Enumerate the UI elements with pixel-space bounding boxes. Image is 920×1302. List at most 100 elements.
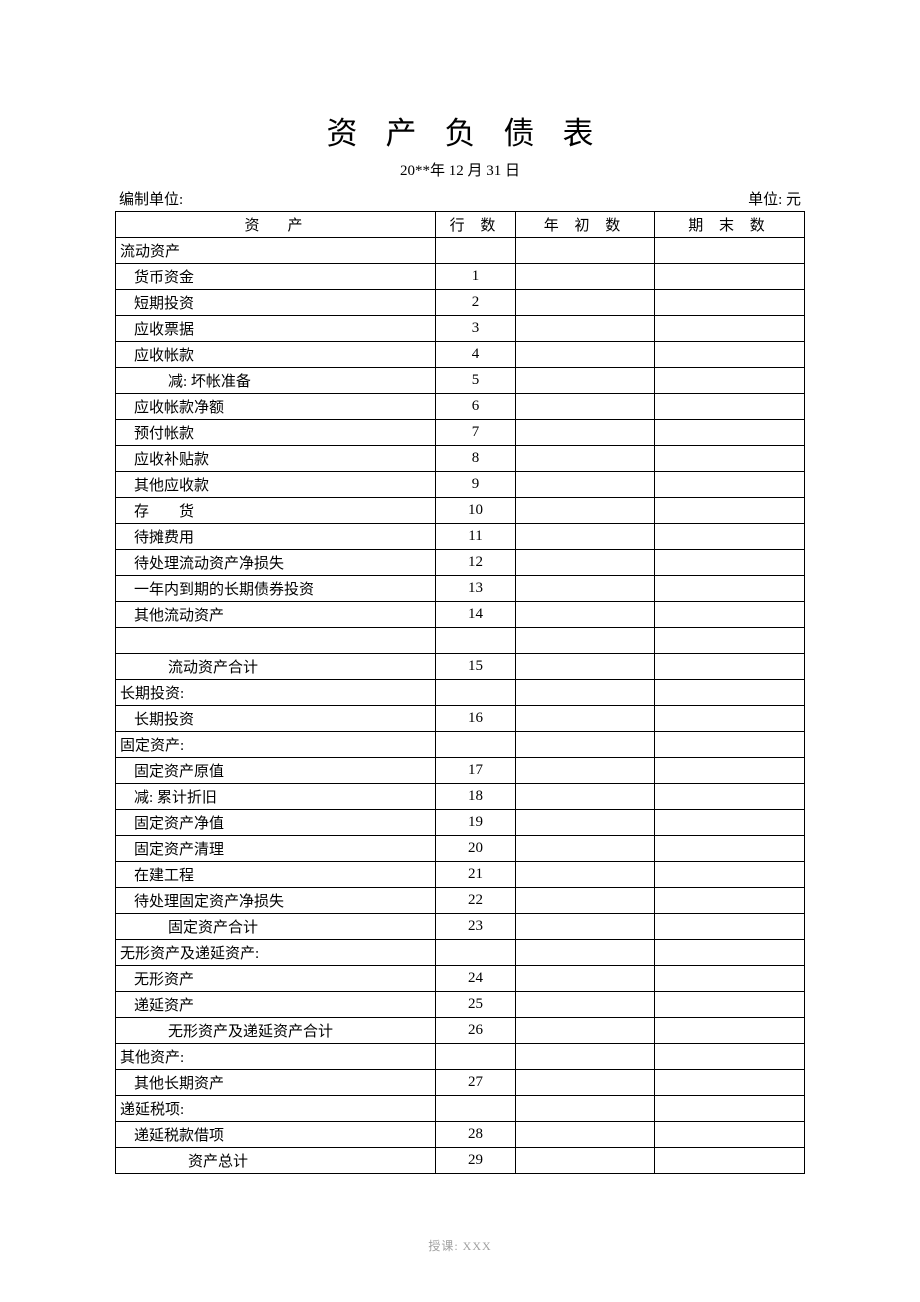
cell-period-end bbox=[655, 342, 805, 368]
cell-asset-label: 固定资产原值 bbox=[116, 758, 436, 784]
cell-period-end bbox=[655, 524, 805, 550]
cell-line-number bbox=[436, 940, 516, 966]
cell-asset-label: 减: 坏帐准备 bbox=[116, 368, 436, 394]
table-row: 固定资产: bbox=[116, 732, 805, 758]
cell-period-end bbox=[655, 706, 805, 732]
col-header-year-begin: 年 初 数 bbox=[516, 212, 655, 238]
cell-period-end bbox=[655, 810, 805, 836]
cell-line-number: 22 bbox=[436, 888, 516, 914]
table-row: 在建工程21 bbox=[116, 862, 805, 888]
cell-year-begin bbox=[516, 1096, 655, 1122]
cell-year-begin bbox=[516, 420, 655, 446]
cell-year-begin bbox=[516, 758, 655, 784]
cell-asset-label: 长期投资 bbox=[116, 706, 436, 732]
cell-asset-label: 短期投资 bbox=[116, 290, 436, 316]
table-row: 递延税款借项28 bbox=[116, 1122, 805, 1148]
cell-period-end bbox=[655, 1122, 805, 1148]
cell-asset-label: 无形资产及递延资产: bbox=[116, 940, 436, 966]
cell-line-number: 1 bbox=[436, 264, 516, 290]
cell-line-number: 24 bbox=[436, 966, 516, 992]
cell-asset-label: 存 货 bbox=[116, 498, 436, 524]
cell-line-number: 28 bbox=[436, 1122, 516, 1148]
cell-year-begin bbox=[516, 1070, 655, 1096]
cell-asset-label: 在建工程 bbox=[116, 862, 436, 888]
cell-year-begin bbox=[516, 394, 655, 420]
cell-year-begin bbox=[516, 914, 655, 940]
table-row: 应收帐款4 bbox=[116, 342, 805, 368]
cell-year-begin bbox=[516, 732, 655, 758]
table-row: 减: 坏帐准备5 bbox=[116, 368, 805, 394]
cell-period-end bbox=[655, 758, 805, 784]
cell-year-begin bbox=[516, 810, 655, 836]
cell-line-number: 6 bbox=[436, 394, 516, 420]
table-row: 其他应收款9 bbox=[116, 472, 805, 498]
cell-year-begin bbox=[516, 680, 655, 706]
table-row: 其他流动资产14 bbox=[116, 602, 805, 628]
cell-asset-label: 一年内到期的长期债券投资 bbox=[116, 576, 436, 602]
table-row: 其他资产: bbox=[116, 1044, 805, 1070]
cell-year-begin bbox=[516, 264, 655, 290]
page-title: 资产负债表 bbox=[115, 108, 805, 153]
cell-line-number: 20 bbox=[436, 836, 516, 862]
cell-year-begin bbox=[516, 654, 655, 680]
header-right: 单位: 元 bbox=[748, 188, 801, 209]
cell-period-end bbox=[655, 732, 805, 758]
cell-asset-label: 无形资产 bbox=[116, 966, 436, 992]
cell-asset-label: 其他长期资产 bbox=[116, 1070, 436, 1096]
cell-asset-label: 待摊费用 bbox=[116, 524, 436, 550]
cell-year-begin bbox=[516, 602, 655, 628]
cell-line-number: 21 bbox=[436, 862, 516, 888]
cell-asset-label: 待处理流动资产净损失 bbox=[116, 550, 436, 576]
cell-period-end bbox=[655, 1148, 805, 1174]
cell-line-number bbox=[436, 238, 516, 264]
cell-year-begin bbox=[516, 498, 655, 524]
cell-line-number: 10 bbox=[436, 498, 516, 524]
cell-period-end bbox=[655, 914, 805, 940]
cell-year-begin bbox=[516, 888, 655, 914]
cell-year-begin bbox=[516, 446, 655, 472]
cell-year-begin bbox=[516, 238, 655, 264]
table-row: 待处理固定资产净损失22 bbox=[116, 888, 805, 914]
cell-line-number: 11 bbox=[436, 524, 516, 550]
cell-line-number: 27 bbox=[436, 1070, 516, 1096]
table-row: 短期投资2 bbox=[116, 290, 805, 316]
cell-line-number: 2 bbox=[436, 290, 516, 316]
cell-period-end bbox=[655, 1044, 805, 1070]
cell-line-number bbox=[436, 628, 516, 654]
table-row: 无形资产24 bbox=[116, 966, 805, 992]
cell-period-end bbox=[655, 420, 805, 446]
col-header-line: 行 数 bbox=[436, 212, 516, 238]
cell-period-end bbox=[655, 238, 805, 264]
cell-line-number: 8 bbox=[436, 446, 516, 472]
cell-period-end bbox=[655, 264, 805, 290]
cell-year-begin bbox=[516, 784, 655, 810]
col-header-period-end: 期 末 数 bbox=[655, 212, 805, 238]
cell-asset-label: 递延税项: bbox=[116, 1096, 436, 1122]
cell-asset-label: 应收补贴款 bbox=[116, 446, 436, 472]
cell-asset-label bbox=[116, 628, 436, 654]
table-row: 待处理流动资产净损失12 bbox=[116, 550, 805, 576]
cell-asset-label: 递延资产 bbox=[116, 992, 436, 1018]
cell-asset-label: 固定资产净值 bbox=[116, 810, 436, 836]
cell-year-begin bbox=[516, 992, 655, 1018]
cell-period-end bbox=[655, 992, 805, 1018]
cell-year-begin bbox=[516, 342, 655, 368]
col-header-asset: 资产 bbox=[116, 212, 436, 238]
cell-period-end bbox=[655, 836, 805, 862]
cell-asset-label: 固定资产清理 bbox=[116, 836, 436, 862]
cell-line-number: 25 bbox=[436, 992, 516, 1018]
cell-line-number: 23 bbox=[436, 914, 516, 940]
cell-line-number: 4 bbox=[436, 342, 516, 368]
cell-asset-label: 流动资产合计 bbox=[116, 654, 436, 680]
table-row: 应收补贴款8 bbox=[116, 446, 805, 472]
cell-line-number: 16 bbox=[436, 706, 516, 732]
cell-asset-label: 应收帐款净额 bbox=[116, 394, 436, 420]
table-row: 固定资产合计23 bbox=[116, 914, 805, 940]
cell-period-end bbox=[655, 290, 805, 316]
cell-asset-label: 流动资产 bbox=[116, 238, 436, 264]
cell-asset-label: 其他应收款 bbox=[116, 472, 436, 498]
cell-line-number: 14 bbox=[436, 602, 516, 628]
cell-period-end bbox=[655, 966, 805, 992]
cell-period-end bbox=[655, 654, 805, 680]
cell-line-number: 29 bbox=[436, 1148, 516, 1174]
